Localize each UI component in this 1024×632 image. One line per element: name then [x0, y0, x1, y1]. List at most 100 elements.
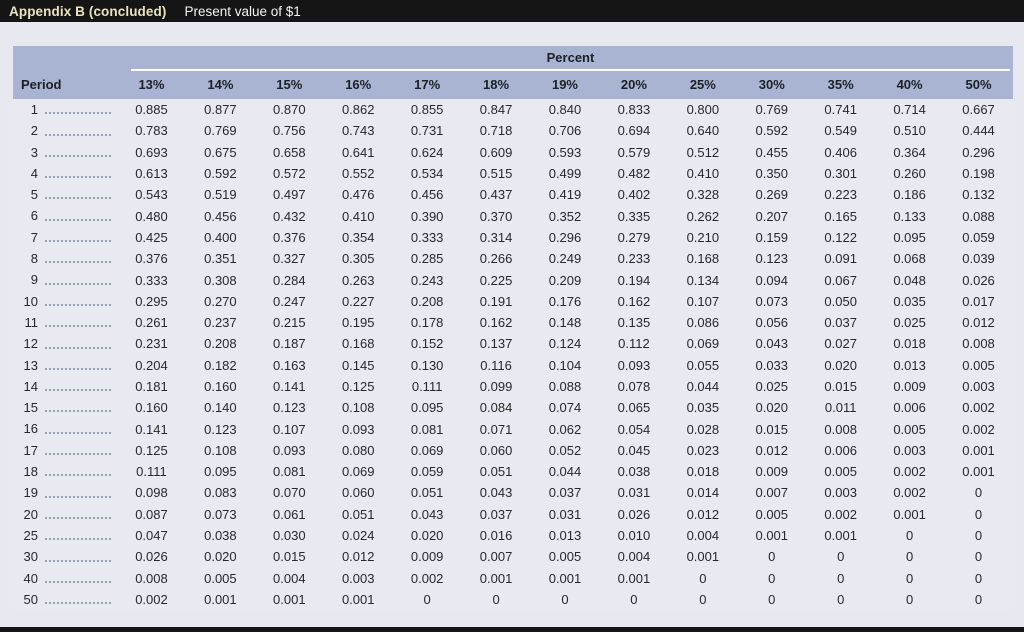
pv-value-cell: 0.714: [893, 102, 926, 118]
period-cell: 8: [13, 248, 117, 269]
pv-value-cell: 0: [423, 591, 431, 607]
pv-value-cell: 0.327: [273, 251, 306, 267]
pv-value-cell: 0.088: [962, 208, 995, 224]
bottom-bar: [0, 627, 1024, 632]
pv-value-cell: 0.519: [204, 187, 237, 203]
pv-value-cell: 0.005: [548, 549, 582, 565]
pv-value-cell: 0.001: [686, 549, 720, 565]
pv-value-cell: 0.068: [893, 251, 926, 267]
pv-value-cell: 0.007: [755, 485, 789, 501]
pv-value-cell: 0.579: [617, 144, 651, 160]
dotted-leader: [45, 112, 111, 115]
pv-value-cell: 0.012: [341, 549, 375, 565]
pv-value-cell: 0.456: [410, 187, 444, 203]
page-subtitle: Present value of $1: [184, 3, 301, 19]
table-row: 2 0.783 0.769 0.756 0.743 0.731 0.718 0.706 0.69…: [13, 120, 1013, 141]
period-number: 13: [23, 357, 38, 373]
period-number: 30: [23, 549, 38, 565]
pv-value-cell: 0.080: [341, 442, 375, 458]
pv-value-cell: 0.209: [548, 272, 582, 288]
pv-value-cell: 0.099: [479, 379, 513, 394]
pv-value-cell: 0: [768, 549, 776, 565]
pv-value-cell: 0.215: [273, 315, 306, 331]
pv-value-cell: 0.059: [962, 229, 995, 245]
pv-value-cell: 0.095: [893, 229, 926, 245]
pv-value-cell: 0: [768, 570, 776, 586]
pv-value-cell: 0.010: [617, 528, 651, 544]
pv-value-cell: 0.204: [135, 357, 168, 373]
pv-value-cell: 0.073: [204, 506, 237, 522]
pv-value-cell: 0.037: [479, 506, 513, 522]
pv-value-cell: 0: [561, 591, 569, 607]
pv-value-cell: 0.163: [273, 357, 306, 373]
pv-value-cell: 0.012: [686, 506, 720, 522]
pv-value-cell: 0: [905, 549, 914, 565]
rate-header-17pct: 17%: [392, 71, 462, 99]
pv-value-cell: 0.613: [135, 166, 168, 182]
pv-value-cell: 0.455: [755, 144, 789, 160]
pv-value-cell: 0: [630, 591, 638, 607]
pv-value-cell: 0.152: [410, 336, 444, 352]
period-cell: 9: [13, 269, 117, 290]
pv-value-cell: 0.060: [479, 442, 513, 458]
pv-value-cell: 0.499: [548, 166, 582, 182]
pv-value-cell: 0.328: [686, 187, 720, 203]
period-number: 7: [30, 229, 38, 245]
pv-value-cell: 0.020: [410, 528, 444, 544]
pv-value-cell: 0.001: [824, 528, 857, 544]
dotted-leader: [45, 516, 111, 519]
pv-value-cell: 0.002: [893, 464, 926, 480]
pv-value-cell: 0.051: [479, 464, 513, 480]
pv-value-cell: 0: [974, 591, 983, 607]
dotted-leader: [45, 325, 111, 328]
period-cell: 18: [13, 461, 117, 482]
pv-value-cell: 0.178: [410, 315, 444, 331]
pv-value-cell: 0.195: [341, 315, 375, 331]
table-row: 20 0.087 0.073 0.061 0.051 0.043 0.037 0.031 0.0…: [13, 504, 1013, 525]
pv-value-cell: 0.009: [410, 549, 444, 565]
pv-value-cell: 0.087: [135, 506, 168, 522]
pv-value-cell: 0.006: [893, 400, 926, 416]
pv-value-cell: 0.406: [824, 144, 857, 160]
pv-value-cell: 0.186: [893, 187, 926, 203]
pv-value-cell: 0.165: [824, 208, 857, 224]
period-cell: 30: [13, 546, 117, 567]
table-row: 8 0.376 0.351 0.327 0.305 0.285 0.266 0.249 0.23…: [13, 248, 1013, 269]
pv-value-cell: 0.261: [135, 315, 168, 331]
pv-value-cell: 0.048: [893, 272, 926, 288]
pv-value-cell: 0.002: [893, 485, 926, 501]
pv-value-cell: 0.062: [548, 421, 582, 437]
pv-value-cell: 0.116: [480, 357, 512, 373]
period-cell: 6: [13, 205, 117, 226]
rate-header-row: 13% 14% 15% 16% 17% 18% 19% 20% 25% 30% 35% 40% 50%: [13, 71, 1013, 99]
pv-value-cell: 0.011: [824, 400, 857, 416]
pv-value-cell: 0.833: [617, 102, 651, 118]
table-row: 9 0.333 0.308 0.284 0.263 0.243 0.225 0.209 0.19…: [13, 269, 1013, 290]
pv-value-cell: 0.390: [410, 208, 444, 224]
pv-value-cell: 0.009: [755, 464, 789, 480]
pv-value-cell: 0.091: [824, 251, 857, 267]
pv-value-cell: 0.123: [273, 400, 306, 416]
pv-value-cell: 0.592: [204, 166, 237, 182]
pv-value-cell: 0.497: [273, 187, 306, 203]
table-row: 40 0.008 0.005 0.004 0.003 0.002 0.001 0.001 0.0…: [13, 568, 1013, 589]
pv-value-cell: 0.074: [548, 400, 582, 416]
pv-value-cell: 0.263: [341, 272, 375, 288]
pv-value-cell: 0.194: [617, 272, 651, 288]
pv-value-cell: 0.093: [341, 421, 375, 437]
page-body: Period Percent 13% 14% 15% 16% 17% 18% 19% 20% 2…: [0, 22, 1024, 611]
pv-value-cell: 0.249: [548, 251, 582, 267]
pv-value-cell: 0.081: [273, 464, 306, 480]
pv-value-cell: 0.015: [824, 379, 857, 394]
pv-value-cell: 0.512: [686, 144, 720, 160]
pv-value-cell: 0.067: [824, 272, 857, 288]
pv-value-cell: 0.437: [479, 187, 513, 203]
pv-value-cell: 0.060: [341, 485, 375, 501]
dotted-leader: [45, 367, 111, 370]
pv-value-cell: 0.037: [548, 485, 582, 501]
percent-group-row: Period Percent: [13, 46, 1013, 99]
pv-value-cell: 0.104: [548, 357, 582, 373]
pv-value-cell: 0.001: [341, 591, 375, 607]
pv-value-cell: 0.456: [204, 208, 237, 224]
pv-value-cell: 0.107: [686, 293, 720, 309]
